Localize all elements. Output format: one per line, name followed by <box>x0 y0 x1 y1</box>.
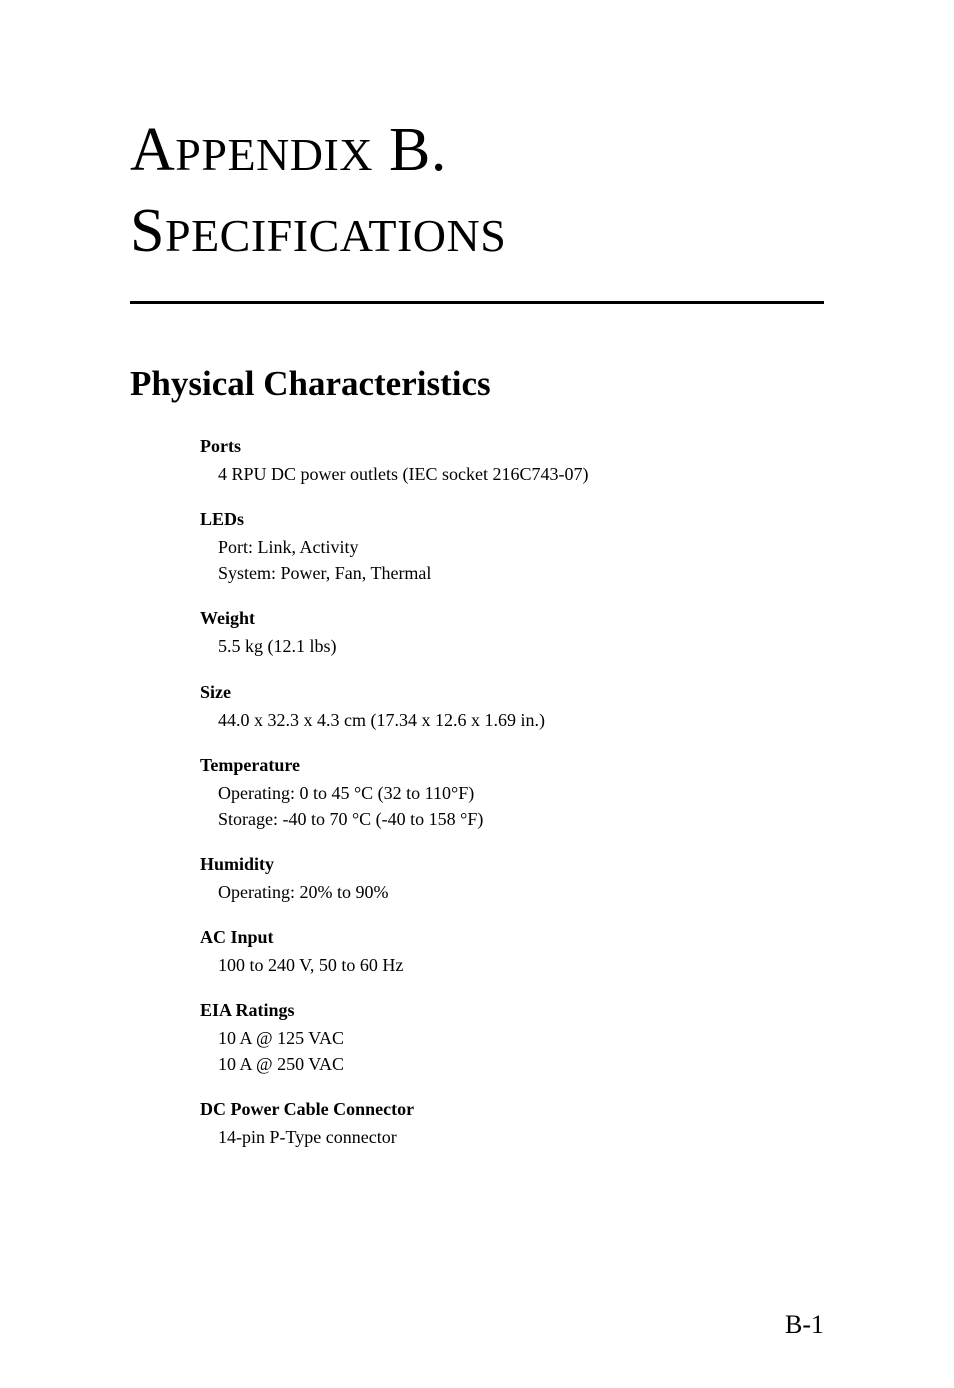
spec-label: Humidity <box>200 854 824 875</box>
spec-value: Operating: 20% to 90% <box>218 879 824 905</box>
spec-label: Ports <box>200 436 824 457</box>
spec-value: 4 RPU DC power outlets (IEC socket 216C7… <box>218 461 824 487</box>
spec-value: 10 A @ 250 VAC <box>218 1051 824 1077</box>
spec-value: 44.0 x 32.3 x 4.3 cm (17.34 x 12.6 x 1.6… <box>218 707 824 733</box>
spec-label: DC Power Cable Connector <box>200 1099 824 1120</box>
spec-size: Size 44.0 x 32.3 x 4.3 cm (17.34 x 12.6 … <box>200 682 824 733</box>
spec-value: 10 A @ 125 VAC <box>218 1025 824 1051</box>
spec-humidity: Humidity Operating: 20% to 90% <box>200 854 824 905</box>
title-word-appendix: PPENDIX <box>175 129 373 180</box>
spec-value: Operating: 0 to 45 °C (32 to 110°F) <box>218 780 824 806</box>
title-b: B. <box>373 116 447 184</box>
spec-leds: LEDs Port: Link, Activity System: Power,… <box>200 509 824 586</box>
spec-value: 5.5 kg (12.1 lbs) <box>218 633 824 659</box>
spec-value: System: Power, Fan, Thermal <box>218 560 824 586</box>
spec-label: Weight <box>200 608 824 629</box>
section-heading: Physical Characteristics <box>130 364 824 404</box>
spec-value: 14-pin P-Type connector <box>218 1124 824 1150</box>
spec-ac-input: AC Input 100 to 240 V, 50 to 60 Hz <box>200 927 824 978</box>
spec-label: Temperature <box>200 755 824 776</box>
spec-value: 100 to 240 V, 50 to 60 Hz <box>218 952 824 978</box>
spec-value: Storage: -40 to 70 °C (-40 to 158 °F) <box>218 806 824 832</box>
spec-ports: Ports 4 RPU DC power outlets (IEC socket… <box>200 436 824 487</box>
appendix-title: APPENDIX B. SPECIFICATIONS <box>130 110 824 271</box>
spec-dc-connector: DC Power Cable Connector 14-pin P-Type c… <box>200 1099 824 1150</box>
spec-weight: Weight 5.5 kg (12.1 lbs) <box>200 608 824 659</box>
title-word-specifications: PECIFICATIONS <box>165 210 506 261</box>
spec-label: EIA Ratings <box>200 1000 824 1021</box>
spec-temperature: Temperature Operating: 0 to 45 °C (32 to… <box>200 755 824 832</box>
page-number: B-1 <box>785 1310 824 1340</box>
title-cap-a: A <box>130 116 175 184</box>
title-cap-s: S <box>130 197 165 265</box>
title-rule <box>130 301 824 304</box>
spec-value: Port: Link, Activity <box>218 534 824 560</box>
spec-label: AC Input <box>200 927 824 948</box>
spec-eia-ratings: EIA Ratings 10 A @ 125 VAC 10 A @ 250 VA… <box>200 1000 824 1077</box>
spec-label: Size <box>200 682 824 703</box>
spec-label: LEDs <box>200 509 824 530</box>
